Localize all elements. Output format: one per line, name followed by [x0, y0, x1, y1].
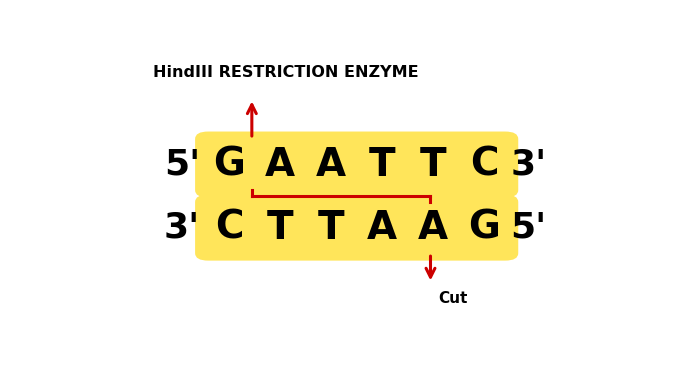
FancyBboxPatch shape — [195, 131, 518, 197]
Text: C: C — [470, 146, 498, 184]
Text: 3': 3' — [164, 211, 200, 245]
Text: G: G — [214, 146, 245, 184]
Text: A: A — [367, 209, 397, 247]
Text: HindIII RESTRICTION ENZYME: HindIII RESTRICTION ENZYME — [153, 65, 419, 80]
Text: T: T — [420, 146, 446, 184]
Text: A: A — [418, 209, 448, 247]
Text: T: T — [318, 209, 344, 247]
Text: C: C — [215, 209, 243, 247]
Text: 5': 5' — [511, 211, 547, 245]
Text: A: A — [265, 146, 296, 184]
Text: G: G — [468, 209, 500, 247]
Text: 3': 3' — [511, 147, 547, 181]
Text: T: T — [369, 146, 395, 184]
Text: Cut: Cut — [438, 291, 467, 306]
Text: 5': 5' — [164, 147, 200, 181]
Text: T: T — [267, 209, 294, 247]
FancyBboxPatch shape — [195, 195, 518, 261]
Text: A: A — [316, 146, 346, 184]
